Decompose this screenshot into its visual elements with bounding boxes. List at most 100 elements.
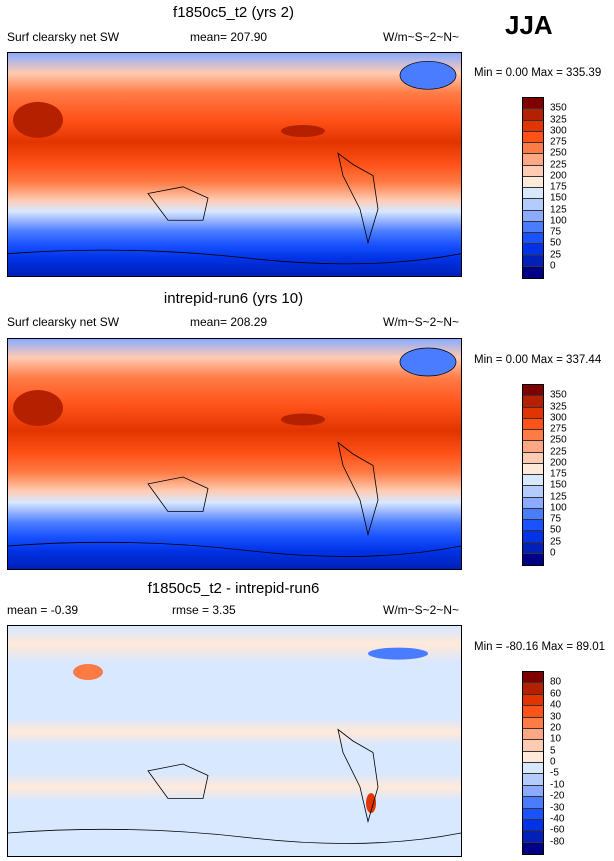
colorbar-tick-label: -40	[550, 813, 565, 825]
colorbar-tick-label: 275	[550, 423, 567, 435]
colorbar-tick-label: 350	[550, 389, 567, 401]
colorbar-box	[523, 740, 543, 752]
colorbar-box	[523, 531, 543, 543]
antarctic-coastline	[8, 541, 461, 557]
middle-east-region	[13, 390, 63, 426]
units-label: W/m~S~2~N~	[383, 603, 460, 617]
colorbar-box	[523, 797, 543, 809]
colorbar-box	[523, 842, 543, 854]
colorbar-box	[523, 553, 543, 565]
center-subtitle: rmse = 3.35	[172, 603, 236, 617]
units-label: W/m~S~2~N~	[383, 30, 460, 44]
colorbar-box	[523, 418, 543, 430]
coastline-overlay	[8, 60, 461, 265]
panel-title: f1850c5_t2 (yrs 2)	[173, 4, 294, 21]
season-label: JJA	[505, 10, 553, 40]
left-subtitle: mean = -0.39	[7, 603, 79, 617]
colorbar-box	[523, 717, 543, 729]
colorbar-box	[523, 774, 543, 786]
pacific-max-region	[281, 413, 325, 426]
colorbar-box	[523, 497, 543, 509]
colorbar-box	[523, 542, 543, 554]
colorbar-tick-label: -20	[550, 790, 565, 802]
colorbar-box	[523, 508, 543, 520]
colorbar-box	[523, 385, 543, 397]
min-max-label: Min = 0.00 Max = 335.39	[474, 67, 602, 79]
colorbar-tick-label: 100	[550, 502, 567, 514]
coastline-overlay	[8, 347, 461, 557]
colorbar-tick-label: 60	[550, 688, 562, 700]
panel-title: intrepid-run6 (yrs 10)	[163, 290, 304, 307]
colorbar-box	[523, 763, 543, 775]
colorbar-tick-label: 350	[550, 102, 567, 114]
australia-coastline	[147, 476, 209, 512]
contour-map	[7, 625, 462, 857]
colorbar-box	[523, 244, 543, 256]
colorbar-box	[523, 430, 543, 442]
colorbar-box	[523, 131, 543, 143]
colorbar-tick-label: -10	[550, 779, 565, 791]
colorbar-box	[523, 266, 543, 278]
south-america-coastline	[337, 441, 379, 537]
colorbar-box	[523, 255, 543, 267]
colorbar-box	[523, 109, 543, 121]
colorbar-tick-label: -30	[550, 802, 565, 813]
colorbar-tick-label: 125	[550, 491, 567, 502]
antarctic-coastline	[8, 828, 461, 844]
coastline-overlay	[8, 647, 461, 844]
colorbar-tick-label: 5	[550, 745, 556, 757]
colorbar-tick-label: 10	[550, 733, 562, 745]
colorbar-tick-label: 225	[550, 446, 567, 457]
colorbar-tick-label: -60	[550, 824, 565, 836]
panel-title: f1850c5_t2 - intrepid-run6	[147, 580, 320, 597]
colorbar-box	[523, 728, 543, 741]
colorbar-tick-label: 100	[550, 215, 567, 227]
colorbar-tick-label: 75	[550, 226, 562, 238]
min-max-label: Min = -80.16 Max = 89.01	[474, 641, 606, 653]
colorbar-tick-label: 175	[550, 468, 567, 480]
colorbar-box	[523, 672, 543, 684]
colorbar-box	[523, 831, 543, 843]
colorbar-tick-label: 80	[550, 676, 562, 688]
colorbar-box	[523, 819, 543, 832]
colorbar-box	[523, 396, 543, 408]
colorbar-tick-label: 325	[550, 401, 567, 412]
colorbar-tick-label: 275	[550, 136, 567, 148]
colorbar-tick-label: 40	[550, 699, 562, 711]
colorbar-box	[523, 486, 543, 498]
colorbar-tick-label: 175	[550, 181, 567, 193]
pacific-max-region	[281, 125, 325, 138]
colorbar-tick-label: 200	[550, 457, 567, 469]
arctic-anomaly-region	[368, 647, 428, 660]
andes-anomaly-region	[366, 793, 376, 814]
colorbar-box	[523, 475, 543, 487]
australia-coastline	[147, 763, 209, 799]
colorbar-tick-label: 150	[550, 479, 567, 491]
middle-east-region	[13, 101, 63, 138]
colorbar-tick-label: -5	[550, 767, 559, 779]
center-subtitle: mean= 208.29	[190, 315, 268, 329]
colorbar-tick-label: 225	[550, 159, 567, 170]
colorbar-box	[523, 407, 543, 419]
colorbar-tick-label: 25	[550, 249, 562, 260]
colorbar-tick-label: 0	[550, 547, 556, 559]
colorbar-tick-label: 50	[550, 237, 562, 249]
colorbar-tick-label: 200	[550, 170, 567, 182]
colorbar-tick-label: 250	[550, 147, 567, 159]
colorbar-tick-label: 25	[550, 536, 562, 547]
contour-map	[7, 52, 462, 277]
south-america-coastline	[337, 728, 379, 824]
colorbar-box	[523, 452, 543, 464]
colorbar-box	[523, 221, 543, 233]
colorbar-box	[523, 751, 543, 763]
south-america-coastline	[337, 152, 379, 245]
left-subtitle: Surf clearsky net SW	[7, 30, 120, 44]
colorbar	[522, 97, 544, 279]
colorbar-tick-label: 250	[550, 434, 567, 446]
colorbar-box	[523, 154, 543, 166]
greenland-region	[399, 347, 457, 377]
colorbar-tick-label: 150	[550, 192, 567, 204]
colorbar-box	[523, 143, 543, 155]
antarctic-coastline	[8, 249, 461, 265]
greenland-region	[399, 60, 457, 90]
